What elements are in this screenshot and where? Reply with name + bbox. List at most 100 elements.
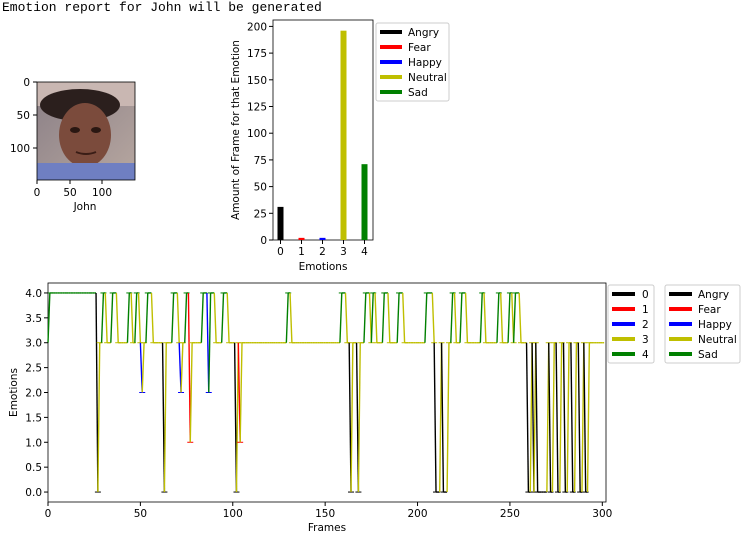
line-y-axis-label: Emotions — [8, 368, 20, 417]
emotion-series-segment — [396, 292, 400, 343]
bar — [298, 237, 305, 240]
bar — [319, 237, 326, 240]
bar-y-tick-label: 175 — [247, 48, 267, 60]
emotion-series-segment — [285, 292, 289, 343]
emotion-series-segment — [459, 292, 463, 343]
emotion-series-group — [46, 292, 605, 493]
bar-y-axis-label: Amount of Frame for that Emotion — [230, 40, 242, 220]
emotion-series-segment — [357, 342, 361, 493]
emotion-series-segment — [559, 342, 563, 493]
emotion-series-segment — [507, 292, 511, 343]
emotion-series-segment — [47, 292, 51, 343]
line-y-tick-label: 0.5 — [25, 462, 42, 474]
line-y-tick-label: 0.0 — [25, 487, 42, 499]
line-legend-named-label: Neutral — [698, 334, 737, 346]
emotion-series-segment — [586, 342, 591, 493]
emotion-series-segment — [226, 292, 230, 343]
emotion-series-segment — [363, 292, 367, 343]
face-x-tick-label: 50 — [63, 187, 76, 199]
emotion-series-segment — [184, 292, 188, 343]
bar-y-tick-label: 200 — [247, 21, 267, 33]
face-image-xlabel: John — [73, 201, 97, 213]
line-legend-named-label: Fear — [698, 304, 721, 316]
bar-legend-label: Sad — [408, 87, 428, 99]
line-x-tick-label: 200 — [408, 508, 428, 520]
face-y-axis: 0 50 100 — [10, 77, 37, 155]
mouth-shape — [75, 151, 97, 155]
emotion-series-segment — [180, 342, 184, 393]
emotion-series-segment — [446, 342, 450, 493]
emotion-series-segment — [239, 342, 243, 443]
emotion-series-segment — [479, 292, 483, 343]
bar-legend-label: Happy — [408, 57, 442, 69]
shirt-shape — [37, 163, 135, 180]
emotion-series-segment — [562, 342, 567, 493]
emotion-series-segment — [189, 342, 193, 443]
bar-x-tick-label: 2 — [319, 246, 326, 258]
face-y-tick-label: 0 — [23, 77, 30, 89]
bar-legend-frame — [375, 22, 450, 102]
left-eye-shape — [70, 127, 80, 133]
bar-legend-label: Fear — [408, 42, 431, 54]
emotion-series-segment — [289, 292, 293, 343]
bar-x-tick-label: 0 — [277, 246, 284, 258]
emotion-series-segment — [535, 342, 539, 493]
bar-y-tick-label: 0 — [260, 235, 267, 247]
line-x-tick-label: 150 — [315, 508, 335, 520]
line-legend-numeric-label: 0 — [642, 289, 649, 301]
emotion-series-segment — [374, 292, 378, 343]
bar-legend-label: Neutral — [408, 72, 447, 84]
bar-y-tick-label: 150 — [247, 75, 267, 87]
emotion-series-segment — [402, 292, 406, 343]
bar-y-tick-label: 25 — [254, 208, 267, 220]
emotion-series-segment — [150, 292, 155, 343]
emotion-series-segment — [453, 292, 458, 343]
face-y-tick-label: 50 — [17, 110, 30, 122]
line-legend-named-frame — [664, 284, 741, 364]
bar-y-tick-label: 50 — [254, 182, 267, 194]
emotion-series-segment — [433, 342, 437, 493]
line-legend-numeric: 0 1 2 3 4 — [607, 284, 655, 364]
line-x-tick-label: 250 — [500, 508, 520, 520]
emotion-series-segment — [555, 342, 559, 493]
line-legend-numeric-label: 2 — [642, 319, 649, 331]
emotion-series-segment — [483, 292, 487, 343]
line-y-tick-label: 3.5 — [25, 313, 42, 325]
line-legend-named-label: Sad — [698, 349, 718, 361]
line-legend-numeric-label: 3 — [642, 334, 649, 346]
emotion-series-segment — [450, 292, 454, 343]
emotion-series-segment — [496, 292, 500, 343]
bar — [361, 164, 368, 240]
face-x-tick-label: 100 — [92, 187, 112, 199]
line-legend-named-label: Happy — [698, 319, 732, 331]
emotion-series-segment — [110, 292, 114, 343]
report-header: Emotion report for John will be generate… — [2, 0, 322, 15]
bar-y-tick-label: 75 — [254, 155, 267, 167]
emotion-series-segment — [518, 292, 522, 343]
emotion-series-segment — [100, 292, 105, 343]
emotion-series-segment — [208, 292, 212, 393]
emotion-series-segment — [163, 342, 167, 493]
emotion-series-segment — [95, 292, 99, 493]
line-legend-named: Angry Fear Happy Neutral Sad — [664, 284, 741, 364]
emotion-series-segment — [577, 342, 581, 493]
emotion-series-segment — [525, 342, 530, 493]
emotion-series-segment — [381, 292, 385, 343]
line-x-axis-label: Frames — [308, 522, 346, 534]
emotion-series-segment — [387, 292, 391, 343]
bar-x-tick-label: 4 — [361, 246, 368, 258]
bar — [340, 30, 347, 240]
emotion-series-segment — [130, 292, 134, 343]
face-x-tick-label: 0 — [34, 187, 41, 199]
face-image-panel: 0 50 100 0 50 100 John — [10, 77, 136, 213]
emotion-series-segment — [583, 342, 587, 493]
bar-y-tick-label: 125 — [247, 102, 267, 114]
emotion-series-segment — [176, 292, 180, 343]
line-y-tick-label: 3.0 — [25, 338, 42, 350]
bar-legend: Angry Fear Happy Neutral Sad — [375, 22, 450, 102]
face-photo — [37, 82, 135, 180]
emotion-series-segment — [137, 292, 142, 343]
emotion-series-segment — [440, 342, 445, 493]
emotion-series-segment — [339, 292, 343, 343]
emotion-series-segment — [566, 342, 570, 493]
